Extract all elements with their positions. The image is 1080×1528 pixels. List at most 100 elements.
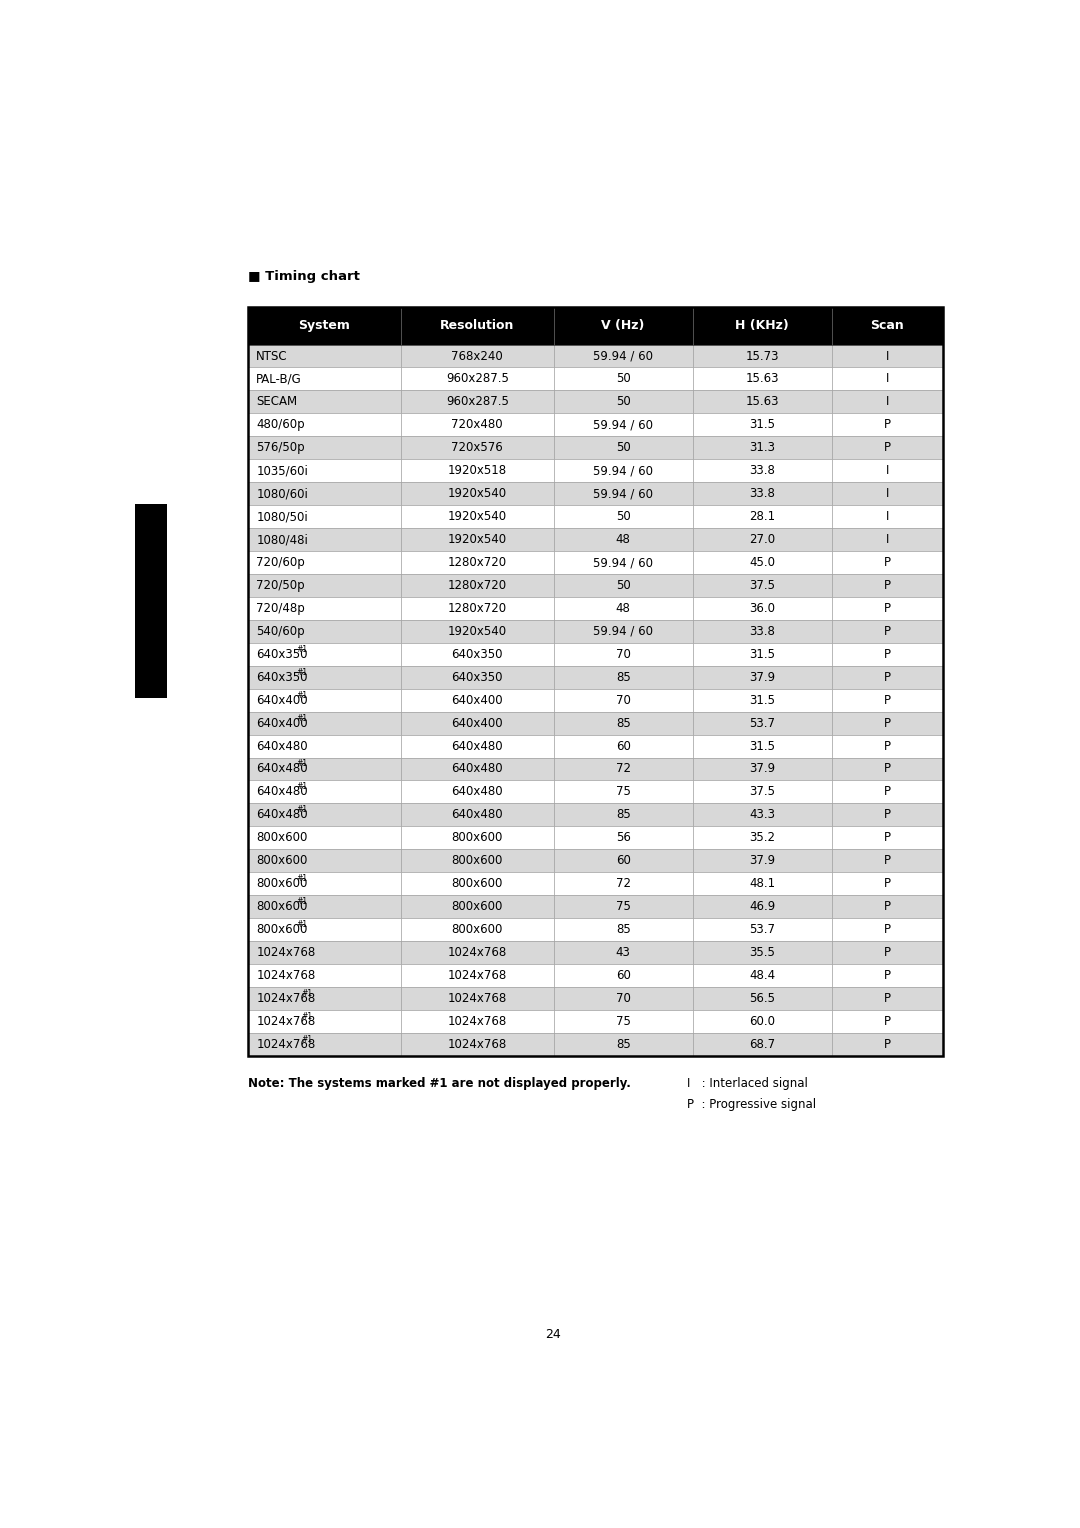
Text: P: P	[883, 831, 891, 845]
Bar	[692, 344, 832, 368]
Bar	[248, 344, 401, 368]
Bar	[554, 781, 692, 804]
Bar	[401, 712, 554, 735]
Bar	[832, 460, 943, 483]
Bar	[248, 643, 401, 666]
Text: 1024x768: 1024x768	[447, 946, 507, 960]
Text: 59.94 / 60: 59.94 / 60	[593, 625, 653, 637]
Bar	[554, 575, 692, 597]
Text: P: P	[883, 854, 891, 868]
Bar	[692, 552, 832, 575]
Bar	[554, 735, 692, 758]
Text: 85: 85	[616, 923, 631, 937]
Text: 46.9: 46.9	[748, 900, 775, 914]
Bar	[401, 758, 554, 781]
Bar	[832, 850, 943, 872]
Bar	[248, 368, 401, 391]
Bar	[401, 895, 554, 918]
Bar	[248, 1033, 401, 1056]
Text: 85: 85	[616, 671, 631, 683]
Text: 37.5: 37.5	[750, 579, 775, 591]
Text: I   : Interlaced signal: I : Interlaced signal	[688, 1077, 808, 1089]
Bar	[692, 307, 832, 344]
Bar	[554, 827, 692, 850]
Bar	[248, 575, 401, 597]
Text: 720/48p: 720/48p	[256, 602, 306, 614]
Text: P: P	[883, 625, 891, 637]
Bar	[401, 506, 554, 529]
Text: 640x480: 640x480	[256, 762, 308, 776]
Text: 960x287.5: 960x287.5	[446, 373, 509, 385]
Bar	[401, 391, 554, 414]
Text: 800x600: 800x600	[256, 854, 308, 868]
Text: P: P	[883, 1038, 891, 1051]
Text: 1280x720: 1280x720	[448, 556, 507, 568]
Text: 1080/60i: 1080/60i	[256, 487, 308, 500]
Text: #1: #1	[296, 874, 308, 883]
Bar	[692, 666, 832, 689]
Text: 37.9: 37.9	[750, 762, 775, 776]
Text: 48.4: 48.4	[750, 969, 775, 983]
Bar	[832, 987, 943, 1010]
Text: 800x600: 800x600	[451, 877, 503, 891]
Text: 48.1: 48.1	[750, 877, 775, 891]
Bar	[554, 1010, 692, 1033]
Bar	[692, 941, 832, 964]
Bar	[554, 758, 692, 781]
Text: 72: 72	[616, 877, 631, 891]
Text: 1024x768: 1024x768	[256, 969, 315, 983]
Bar	[832, 344, 943, 368]
Text: 37.9: 37.9	[750, 854, 775, 868]
Bar	[401, 689, 554, 712]
Text: 800x600: 800x600	[451, 900, 503, 914]
Text: P: P	[883, 946, 891, 960]
Text: Note: The systems marked #1 are not displayed properly.: Note: The systems marked #1 are not disp…	[248, 1077, 631, 1089]
Bar	[248, 895, 401, 918]
Text: 45.0: 45.0	[750, 556, 775, 568]
Text: 540/60p: 540/60p	[256, 625, 305, 637]
Text: I: I	[886, 350, 889, 362]
Bar	[692, 529, 832, 552]
Bar	[401, 575, 554, 597]
Text: 27.0: 27.0	[750, 533, 775, 545]
Bar	[692, 918, 832, 941]
Text: SECAM: SECAM	[256, 396, 297, 408]
Text: 37.9: 37.9	[750, 671, 775, 683]
Bar	[248, 620, 401, 643]
Bar	[401, 872, 554, 895]
Text: 31.5: 31.5	[750, 419, 775, 431]
Bar	[401, 918, 554, 941]
Text: 33.8: 33.8	[750, 487, 775, 500]
Bar	[554, 460, 692, 483]
Text: 1024x768: 1024x768	[256, 1015, 315, 1028]
Bar	[401, 597, 554, 620]
Bar	[692, 689, 832, 712]
Bar	[401, 781, 554, 804]
Text: P: P	[883, 785, 891, 799]
Text: #1: #1	[296, 691, 308, 700]
Text: P: P	[883, 579, 891, 591]
Bar	[692, 391, 832, 414]
Text: 768x240: 768x240	[451, 350, 503, 362]
Bar	[692, 872, 832, 895]
Text: 720x576: 720x576	[451, 442, 503, 454]
Bar	[692, 506, 832, 529]
Bar	[401, 850, 554, 872]
Text: 640x400: 640x400	[451, 717, 503, 729]
Text: 720x480: 720x480	[451, 419, 503, 431]
Bar	[554, 597, 692, 620]
Text: #1: #1	[296, 897, 308, 906]
Text: #1: #1	[296, 759, 308, 769]
Bar	[832, 689, 943, 712]
Bar	[248, 597, 401, 620]
Bar	[832, 620, 943, 643]
Text: P: P	[883, 419, 891, 431]
Text: #1: #1	[302, 1012, 313, 1021]
Bar	[832, 758, 943, 781]
Text: 60.0: 60.0	[750, 1015, 775, 1028]
Bar	[554, 987, 692, 1010]
Bar	[248, 918, 401, 941]
Bar	[692, 712, 832, 735]
Text: ■ Timing chart: ■ Timing chart	[248, 270, 360, 283]
Bar	[832, 666, 943, 689]
